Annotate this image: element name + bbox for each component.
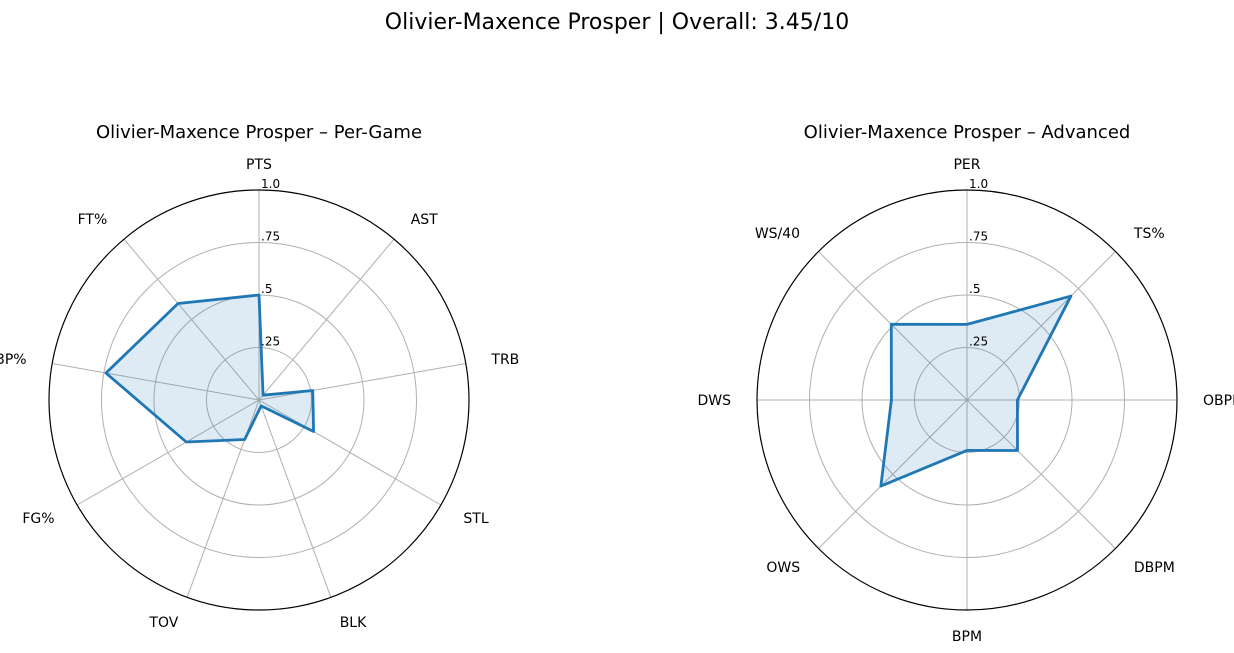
category-label-per: PER [953,157,980,173]
category-label-ts-pct: TS% [1133,226,1165,242]
data-area [105,295,314,442]
spoke-3p-pct [52,363,260,401]
spoke-dbpm [966,399,1116,549]
spoke-ws-40 [818,251,968,401]
chart-title-advanced: Olivier-Maxence Prosper – Advanced [804,122,1131,143]
category-label-obpm: OBPM [1203,393,1234,409]
r-tick-label: 1.0 [261,177,280,191]
outer-frame [48,189,470,611]
category-label-stl: STL [463,511,488,527]
r-tick-label: .75 [261,230,280,244]
chart-title-per-game: Olivier-Maxence Prosper – Per-Game [96,122,422,143]
radar-chart-per-game: Olivier-Maxence Prosper – Per-Game .25 .5… [0,122,519,631]
spoke-trb [258,363,466,401]
figure-title: Olivier-Maxence Prosper | Overall: 3.45/… [384,10,850,35]
category-label-ft-pct: FT% [78,212,108,228]
spoke-ows [818,399,968,549]
r-tick-label: .25 [261,335,280,349]
data-area [880,296,1071,487]
r-tick-label: .5 [969,282,980,296]
r-tick-label: .75 [969,230,988,244]
spoke-blk [258,399,332,598]
spoke-stl [258,399,442,506]
spoke-fg-pct [76,399,260,506]
category-label-3p-pct: 3P% [0,352,27,368]
spoke-ft-pct [123,238,260,401]
category-label-blk: BLK [340,615,367,631]
category-label-ws-40: WS/40 [755,226,800,242]
radar-chart-advanced: Olivier-Maxence Prosper – Advanced .25 .5… [697,122,1234,645]
category-label-trb: TRB [490,352,519,368]
category-label-tov: TOV [148,615,178,631]
category-label-dbpm: DBPM [1134,560,1175,576]
category-label-ows: OWS [766,560,800,576]
r-tick-label: .5 [261,282,272,296]
r-tick-label: .25 [969,335,988,349]
outer-frame [756,189,1178,611]
spoke-ast [258,238,395,401]
r-tick-label: 1.0 [969,177,988,191]
category-label-bpm: BPM [952,629,982,645]
data-line [879,294,1073,488]
category-label-fg-pct: FG% [22,511,54,527]
category-label-dws: DWS [697,393,731,409]
category-label-ast: AST [411,212,438,228]
category-label-pts: PTS [246,157,272,173]
data-line [104,293,315,444]
spoke-ts-pct [966,251,1116,401]
